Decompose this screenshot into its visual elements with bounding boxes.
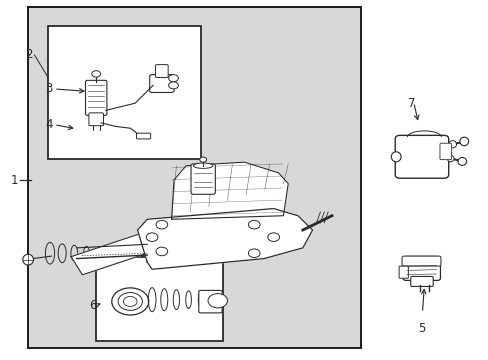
FancyBboxPatch shape [410, 276, 432, 287]
Circle shape [92, 71, 101, 77]
Circle shape [118, 293, 142, 310]
Circle shape [168, 82, 178, 89]
FancyBboxPatch shape [85, 80, 107, 115]
Text: 3: 3 [45, 82, 52, 95]
Ellipse shape [459, 137, 468, 146]
Circle shape [207, 294, 227, 308]
FancyBboxPatch shape [199, 291, 222, 313]
Circle shape [123, 296, 137, 306]
Bar [28, 7, 361, 348]
Circle shape [248, 249, 260, 257]
Polygon shape [171, 162, 287, 219]
Circle shape [168, 75, 178, 82]
Ellipse shape [457, 157, 466, 165]
FancyBboxPatch shape [401, 256, 440, 266]
Text: 4: 4 [45, 118, 52, 131]
FancyBboxPatch shape [394, 135, 448, 178]
Circle shape [156, 247, 167, 256]
FancyBboxPatch shape [155, 64, 168, 77]
FancyBboxPatch shape [398, 266, 407, 278]
FancyBboxPatch shape [402, 256, 440, 280]
FancyBboxPatch shape [136, 133, 150, 139]
Circle shape [200, 157, 206, 162]
FancyBboxPatch shape [191, 164, 215, 194]
Text: 5: 5 [417, 322, 425, 335]
Text: 7: 7 [407, 97, 415, 110]
Bar [96, 257, 222, 341]
FancyBboxPatch shape [439, 143, 451, 159]
Circle shape [146, 233, 158, 242]
Circle shape [156, 220, 167, 229]
Ellipse shape [448, 141, 456, 148]
Circle shape [112, 288, 148, 315]
Ellipse shape [193, 163, 212, 168]
FancyBboxPatch shape [149, 75, 174, 93]
Ellipse shape [447, 156, 453, 162]
Bar [47, 26, 201, 158]
Text: 2: 2 [25, 49, 33, 62]
Text: 1: 1 [11, 174, 19, 186]
Text: 6: 6 [88, 298, 96, 311]
Circle shape [248, 220, 260, 229]
Ellipse shape [23, 254, 33, 265]
FancyBboxPatch shape [89, 113, 103, 126]
Polygon shape [137, 208, 312, 269]
Ellipse shape [390, 152, 400, 162]
Polygon shape [71, 214, 211, 275]
Circle shape [267, 233, 279, 242]
